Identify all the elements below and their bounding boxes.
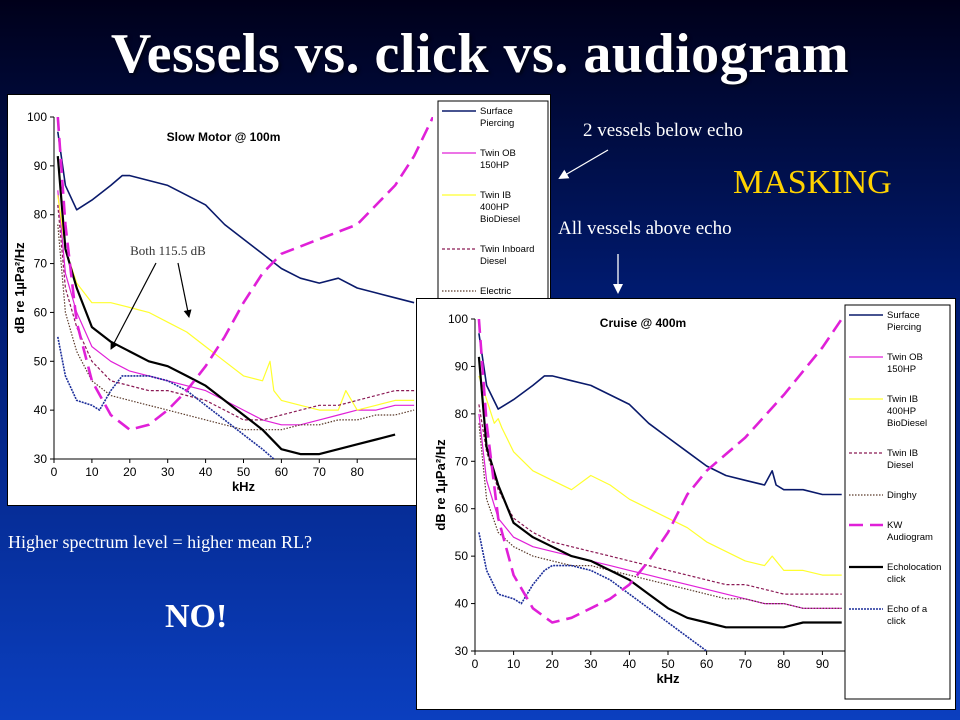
y-tick-label: 90 xyxy=(455,359,469,373)
slide-title: Vessels vs. click vs. audiogram xyxy=(110,23,850,85)
legend-entry: 400HP xyxy=(480,202,509,213)
answer-text: NO! xyxy=(165,598,228,635)
legend-entry: Surface xyxy=(887,310,920,321)
masking-label: MASKING xyxy=(733,164,892,201)
x-tick-label: 40 xyxy=(199,465,213,479)
chart-cruise: 304050607080901000102030405060708090100k… xyxy=(433,304,951,700)
series-line-surface-piercing xyxy=(57,131,415,304)
series-line-dinghy xyxy=(478,423,842,609)
arrow-below-echo xyxy=(558,149,609,180)
legend-entry: Dinghy xyxy=(887,490,917,501)
legend-entry: click xyxy=(887,574,906,585)
x-tick-label: 30 xyxy=(584,657,598,671)
series-line-twin-ib-400hp-biodiesel xyxy=(57,195,415,411)
legend-entry: Twin IB xyxy=(887,448,918,459)
note-above-echo: All vessels above echo xyxy=(558,218,732,239)
x-tick-label: 10 xyxy=(507,657,521,671)
series-line-twin-ib-diesel xyxy=(478,404,842,595)
x-tick-label: 20 xyxy=(123,465,137,479)
x-tick-label: 40 xyxy=(623,657,637,671)
legend-entry: Audiogram xyxy=(887,532,933,543)
series-group xyxy=(56,117,433,459)
legend-entry: click xyxy=(887,616,906,627)
legend-entry: Twin IB xyxy=(887,394,918,405)
x-tick-label: 70 xyxy=(739,657,753,671)
x-tick-label: 0 xyxy=(51,465,58,479)
series-line-electric-motor xyxy=(57,224,415,431)
legend-entry: Twin OB xyxy=(480,148,516,159)
legend-entry: Twin Inboard xyxy=(480,244,534,255)
note-below-echo: 2 vessels below echo xyxy=(583,120,743,141)
chart-panel-cruise: 304050607080901000102030405060708090100k… xyxy=(416,298,956,710)
y-tick-label: 30 xyxy=(455,644,469,658)
series-group xyxy=(477,319,843,651)
legend-entry: 400HP xyxy=(887,406,916,417)
y-tick-label: 100 xyxy=(27,110,47,124)
x-tick-label: 70 xyxy=(313,465,327,479)
y-tick-label: 40 xyxy=(34,403,48,417)
legend-entry: Echolocation xyxy=(887,562,941,573)
y-tick-label: 60 xyxy=(455,502,469,516)
legend-entry: BioDiesel xyxy=(887,418,927,429)
annotation-arrow-right xyxy=(177,262,192,318)
legend-entry: Surface xyxy=(480,106,513,117)
y-tick-label: 70 xyxy=(455,454,469,468)
y-tick-label: 70 xyxy=(34,257,48,271)
y-axis-label: dB re 1µPa²/Hz xyxy=(433,439,448,531)
y-tick-label: 80 xyxy=(455,407,469,421)
legend-entry: BioDiesel xyxy=(480,214,520,225)
series-line-echolocation-click xyxy=(56,156,396,456)
y-tick-label: 50 xyxy=(34,354,48,368)
legend-entry: Diesel xyxy=(887,460,913,471)
legend-entry: Echo of a xyxy=(887,604,928,615)
legend-entry: Twin IB xyxy=(480,190,511,201)
legend-entry: 150HP xyxy=(887,364,916,375)
legend-entry: Diesel xyxy=(480,256,506,267)
x-tick-label: 80 xyxy=(351,465,365,479)
x-tick-label: 90 xyxy=(816,657,830,671)
x-tick-label: 60 xyxy=(700,657,714,671)
legend-entry: Twin OB xyxy=(887,352,923,363)
legend-entry: Piercing xyxy=(887,322,921,333)
legend-entry: Electric xyxy=(480,286,511,297)
annotation-label: Both 115.5 dB xyxy=(130,243,206,258)
chart-title: Slow Motor @ 100m xyxy=(167,130,281,144)
legend-box xyxy=(844,304,951,700)
x-tick-label: 30 xyxy=(161,465,175,479)
series-line-echo-of-a-click xyxy=(478,532,708,651)
legend-entry: Piercing xyxy=(480,118,514,129)
series-line-echolocation-click xyxy=(477,356,842,629)
annotation-arrow-left xyxy=(110,262,157,350)
series-line-twin-ib-400hp-biodiesel xyxy=(478,375,842,576)
series-line-twin-inboard-diesel xyxy=(57,204,415,421)
legend-entry: 150HP xyxy=(480,160,509,171)
y-tick-label: 90 xyxy=(34,159,48,173)
x-tick-label: 0 xyxy=(472,657,479,671)
x-axis-label: kHz xyxy=(656,671,680,686)
series-line-echo-of-a-click xyxy=(57,336,275,459)
x-tick-label: 50 xyxy=(661,657,675,671)
x-tick-label: 50 xyxy=(237,465,251,479)
y-tick-label: 40 xyxy=(455,597,469,611)
chart-title: Cruise @ 400m xyxy=(600,316,686,330)
series-line-kw-audiogram xyxy=(56,117,433,431)
x-tick-label: 10 xyxy=(85,465,99,479)
legend-entry: KW xyxy=(887,520,902,531)
y-tick-label: 30 xyxy=(34,452,48,466)
y-tick-label: 100 xyxy=(448,312,468,326)
y-tick-label: 60 xyxy=(34,305,48,319)
y-tick-label: 50 xyxy=(455,549,469,563)
series-line-twin-ob-150hp xyxy=(478,413,842,609)
question-text: Higher spectrum level = higher mean RL? xyxy=(8,532,313,552)
x-tick-label: 60 xyxy=(275,465,289,479)
x-axis-label: kHz xyxy=(232,479,256,494)
y-axis-label: dB re 1µPa²/Hz xyxy=(12,242,27,334)
x-tick-label: 80 xyxy=(777,657,791,671)
y-tick-label: 80 xyxy=(34,208,48,222)
series-line-surface-piercing xyxy=(478,333,842,496)
x-tick-label: 20 xyxy=(546,657,560,671)
